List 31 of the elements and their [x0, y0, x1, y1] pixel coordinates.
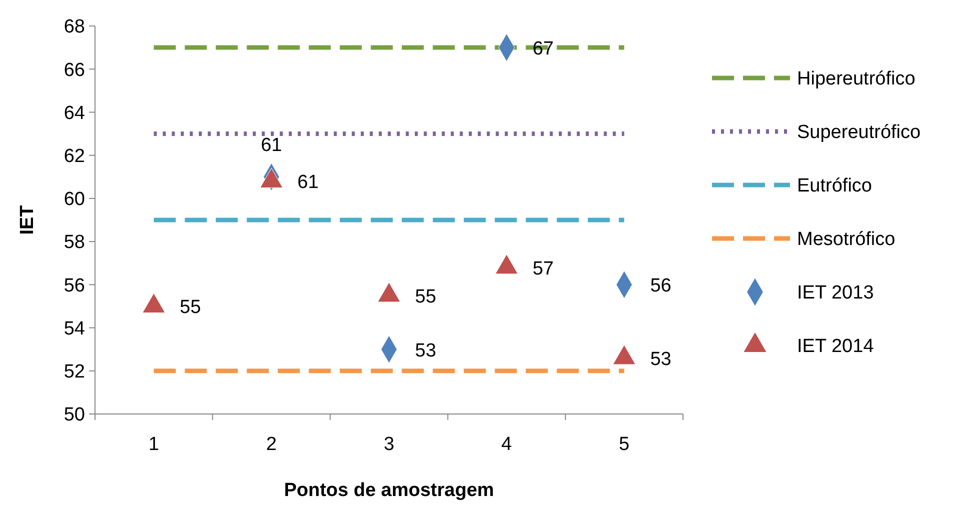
legend-label: Hipereutrófico — [797, 68, 916, 90]
y-axis-title: IET — [17, 204, 38, 235]
y-tick-label: 68 — [64, 16, 85, 38]
y-tick-label: 54 — [64, 318, 86, 340]
legend-label: Supereutrófico — [797, 122, 921, 144]
data-label: 56 — [650, 276, 672, 297]
y-tick-label: 60 — [64, 189, 85, 210]
y-tick-label: 62 — [64, 146, 85, 167]
data-label: 61 — [260, 134, 282, 156]
y-tick-label: 58 — [64, 232, 85, 254]
legend-label: Mesotrófico — [797, 229, 896, 250]
x-tick-label: 4 — [501, 434, 512, 455]
legend-label: Eutrófico — [797, 176, 872, 197]
x-tick-label: 3 — [384, 434, 394, 455]
legend-label: IET 2014 — [797, 336, 874, 358]
x-axis-title: Pontos de amostragem — [284, 480, 494, 501]
data-label: 61 — [297, 172, 319, 194]
y-tick-label: 56 — [64, 275, 85, 296]
x-tick-label: 1 — [148, 434, 160, 455]
data-label: 53 — [415, 340, 436, 362]
y-tick-label: 66 — [64, 60, 85, 81]
legend-label: IET 2013 — [797, 282, 874, 304]
data-label: 53 — [650, 348, 672, 370]
x-tick-label: 5 — [618, 434, 630, 455]
y-tick-label: 52 — [64, 362, 85, 383]
data-label: 57 — [532, 258, 554, 280]
y-tick-label: 50 — [64, 404, 85, 426]
data-label: 55 — [180, 297, 201, 318]
y-tick-label: 64 — [64, 102, 86, 124]
data-label: 55 — [415, 286, 436, 308]
x-tick-label: 2 — [266, 434, 277, 455]
